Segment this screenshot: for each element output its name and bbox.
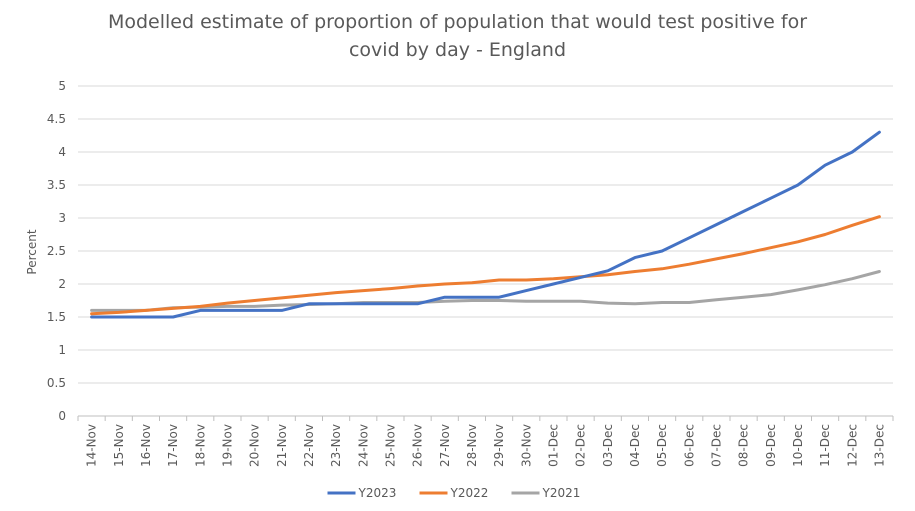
x-tick-label: 04-Dec <box>628 424 642 467</box>
y-tick-label: 4 <box>58 145 66 159</box>
x-tick-label: 27-Nov <box>438 424 452 467</box>
y-tick-label: 2 <box>58 277 66 291</box>
x-tick-label: 11-Dec <box>818 424 832 467</box>
y-tick-label: 1.5 <box>47 310 66 324</box>
y-tick-label: 0 <box>58 409 66 423</box>
x-tick-label: 25-Nov <box>383 424 397 467</box>
x-tick-label: 06-Dec <box>682 424 696 467</box>
legend-item-y2022: Y2022 <box>419 486 489 500</box>
legend-label: Y2021 <box>542 486 581 500</box>
series-line-y2021 <box>90 270 881 312</box>
x-tick-label: 29-Nov <box>492 424 506 467</box>
x-tick-label: 15-Nov <box>112 424 126 467</box>
x-tick-label: 03-Dec <box>601 424 615 467</box>
x-tick-label: 19-Nov <box>220 424 234 467</box>
x-tick-label: 05-Dec <box>655 424 669 467</box>
series-line-y2022 <box>90 215 881 316</box>
x-tick-label: 08-Dec <box>737 424 751 467</box>
x-tick-label: 20-Nov <box>248 424 262 467</box>
y-tick-label: 5 <box>58 79 66 93</box>
x-tick-label: 02-Dec <box>574 424 588 467</box>
legend-item-y2021: Y2021 <box>511 486 581 500</box>
y-tick-label: 4.5 <box>47 112 66 126</box>
y-tick-label: 1 <box>58 343 66 357</box>
chart-title-line-2: covid by day - England <box>348 39 567 61</box>
x-tick-label: 13-Dec <box>872 424 886 467</box>
x-tick-label: 12-Dec <box>845 424 859 467</box>
legend-label: Y2023 <box>358 486 397 500</box>
series-lines <box>90 130 881 319</box>
x-tick-label: 07-Dec <box>709 424 723 467</box>
x-tick-label: 26-Nov <box>411 424 425 467</box>
y-axis-ticks: 0 0.5 1 1.5 2 2.5 3 3.5 4 4.5 5 <box>47 79 66 423</box>
legend-label: Y2022 <box>450 486 489 500</box>
x-tick-label: 17-Nov <box>166 424 180 467</box>
chart-title: Modelled estimate of proportion of popul… <box>0 8 915 64</box>
x-tick-label: 01-Dec <box>546 424 560 467</box>
y-axis-title: Percent <box>25 229 39 274</box>
series-line-y2023 <box>90 130 881 319</box>
x-tick-label: 18-Nov <box>193 424 207 467</box>
x-tick-label: 24-Nov <box>356 424 370 467</box>
y-tick-label: 3.5 <box>47 178 66 192</box>
legend-item-y2023: Y2023 <box>327 486 397 500</box>
x-tick-label: 14-Nov <box>85 424 99 467</box>
legend: Y2023 Y2022 Y2021 <box>327 486 581 500</box>
x-tick-label: 16-Nov <box>139 424 153 467</box>
x-tick-label: 22-Nov <box>302 424 316 467</box>
x-axis-ticks: 14-Nov 15-Nov 16-Nov 17-Nov 18-Nov 19-Nov 20-N… <box>85 424 887 467</box>
x-tick-label: 28-Nov <box>465 424 479 467</box>
y-tick-label: 0.5 <box>47 376 66 390</box>
x-tick-label: 10-Dec <box>791 424 805 467</box>
chart-title-line-1: Modelled estimate of proportion of popul… <box>107 11 808 33</box>
gridlines <box>77 85 894 421</box>
x-tick-label: 30-Nov <box>519 424 533 467</box>
x-tick-label: 21-Nov <box>275 424 289 467</box>
y-tick-label: 3 <box>58 211 66 225</box>
x-tick-label: 09-Dec <box>764 424 778 467</box>
y-tick-label: 2.5 <box>47 244 66 258</box>
x-tick-label: 23-Nov <box>329 424 343 467</box>
